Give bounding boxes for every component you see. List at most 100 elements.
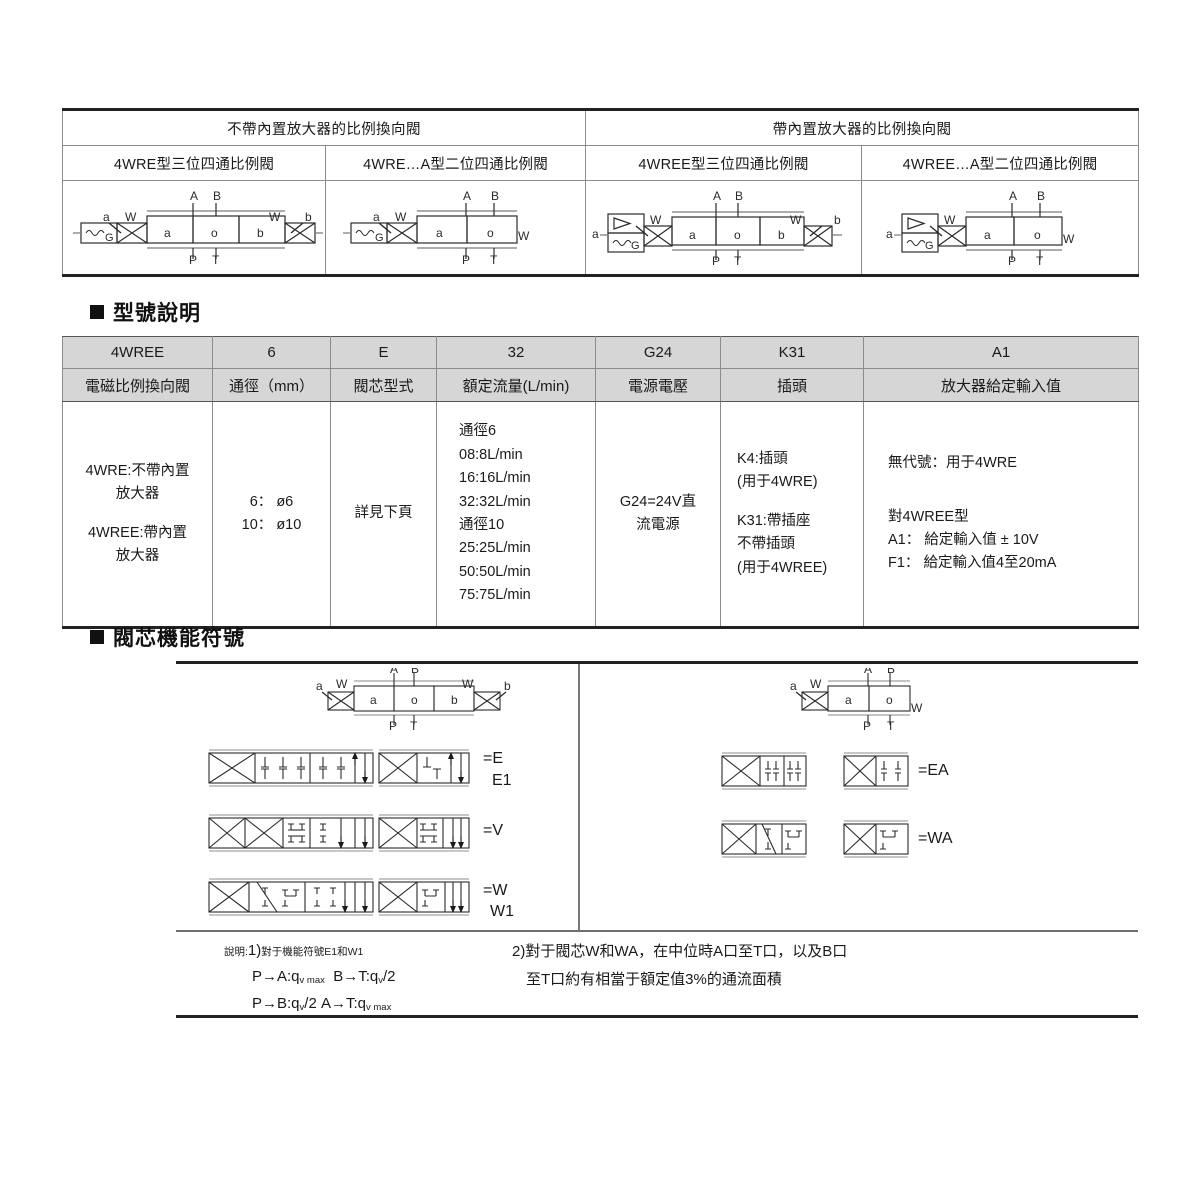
coil-label-a: a bbox=[886, 227, 893, 241]
spacer bbox=[888, 476, 1137, 491]
section-heading-model-code: 型號說明 bbox=[90, 297, 201, 327]
symbol-cell-4wre-a-2pos: A B P T a o a G W W bbox=[324, 180, 587, 277]
port-label-T: T bbox=[212, 253, 220, 267]
overview-table: 不帶內置放大器的比例換向閥 帶內置放大器的比例換向閥 4WRE型三位四通比例閥 … bbox=[61, 108, 1140, 277]
spool-diagram-E-3pos bbox=[205, 747, 377, 794]
symbol-cell-4wree-3pos: A B P T a o b a b G W W bbox=[585, 180, 863, 277]
voltage-lines: G24=24V直 流電源 bbox=[597, 491, 719, 538]
symbol-cell-4wre-3pos: A B P T a o b a b G W W bbox=[62, 180, 326, 277]
coil-label-b: b bbox=[834, 213, 841, 227]
spool-pos-o: o bbox=[411, 693, 418, 707]
spool-code-EA: =EA bbox=[918, 762, 949, 779]
flow-pb-label: P→B:q bbox=[252, 994, 300, 1012]
port-label-B: B bbox=[735, 189, 743, 203]
col-header-4wree-a-2pos: 4WREE…A型二位四通比例閥 bbox=[861, 145, 1140, 181]
model-detail-row: 4WRE:不帶內置 放大器 4WREE:帶內置 放大器 6： ø6 10： ø1… bbox=[62, 401, 1139, 629]
spool-graphic-WA-2pos bbox=[721, 820, 807, 858]
plug-line-5: (用于4WREE) bbox=[737, 559, 828, 576]
valve-type-line-0: 4WRE:不帶內置 bbox=[85, 462, 190, 479]
input-line-2: 對4WREE型 bbox=[888, 508, 969, 525]
port-label-B: B bbox=[491, 189, 499, 203]
detail-input: 無代號：用于4WRE 對4WREE型 A1： 給定輸入值 ± 10V F1： 給… bbox=[863, 401, 1139, 629]
spool-header-symbol-2pos: A B P T a o a W W bbox=[790, 662, 935, 739]
port-label-P: P bbox=[462, 253, 470, 267]
bullet-square-icon bbox=[90, 630, 104, 644]
voltage-line-1: 流電源 bbox=[636, 517, 680, 533]
note-1-line-1: 說明:1)對于機能符號E1和W1 bbox=[224, 938, 554, 964]
solenoid-label-left: W bbox=[395, 210, 407, 224]
spool-pos-o: o bbox=[886, 693, 893, 707]
valve-type-line-1: 放大器 bbox=[115, 486, 160, 503]
model-meaning-row: 電磁比例換向閥 通徑（mm） 閥芯型式 額定流量(L/min) 電源電壓 插頭 … bbox=[62, 368, 1139, 402]
flow-line-7: 75:75L/min bbox=[459, 587, 531, 604]
hydraulic-symbol-4wree-a-2pos: A B P T a o a G W W bbox=[886, 189, 1075, 268]
input-line-3: A1： 給定輸入值 ± 10V bbox=[888, 532, 1039, 548]
flow-pb-sub: v bbox=[299, 1001, 305, 1013]
spool-graphic-V-2pos bbox=[378, 814, 470, 852]
flow-line-0: 通徑6 bbox=[459, 423, 497, 440]
spool-code-W: =W bbox=[483, 882, 508, 899]
port-label-A: A bbox=[864, 668, 872, 676]
note-1-line-2: P→A:qv max B→T:qv/2 bbox=[224, 964, 554, 990]
solenoid-label-right: W bbox=[790, 213, 802, 227]
overview-column-header-row: 4WRE型三位四通比例閥 4WRE…A型二位四通比例閥 4WREE型三位四通比例… bbox=[62, 145, 1140, 181]
solenoid-label-right: W bbox=[1063, 232, 1075, 246]
overview-symbol-row: A B P T a o b a b G W W bbox=[62, 180, 1140, 277]
valve-type-line-4: 放大器 bbox=[115, 547, 160, 564]
port-label-B: B bbox=[887, 668, 895, 676]
port-label-A: A bbox=[190, 189, 198, 203]
coil-label-a: a bbox=[592, 227, 599, 241]
coil-label-a: a bbox=[316, 679, 323, 693]
detail-size: 6： ø6 10： ø10 bbox=[212, 401, 331, 629]
plug-line-0: K4:插頭 bbox=[737, 450, 788, 467]
input-line-4: F1： 給定輸入值4至20mA bbox=[888, 555, 1057, 572]
solenoid-label-left: W bbox=[125, 210, 137, 224]
detail-voltage: G24=24V直 流電源 bbox=[595, 401, 721, 629]
coil-label-b: b bbox=[305, 210, 312, 224]
spool-graphic-V-3pos bbox=[208, 814, 374, 852]
plug-line-4: 不帶插頭 bbox=[737, 536, 795, 553]
spool-graphic-W-3pos bbox=[208, 878, 374, 916]
spacer bbox=[64, 507, 211, 522]
symbol-cell-4wree-a-2pos: A B P T a o a G W W bbox=[861, 180, 1140, 277]
spool-line-0: 詳見下頁 bbox=[354, 505, 413, 522]
note-1-number: 1) bbox=[247, 942, 262, 959]
spool-pos-a: a bbox=[436, 226, 443, 240]
spool-diagram-V-3pos bbox=[205, 812, 377, 859]
detail-valve-type: 4WRE:不帶內置 放大器 4WREE:帶內置 放大器 bbox=[62, 401, 213, 629]
spool-graphic-W-2pos bbox=[378, 878, 470, 916]
solenoid-label-left: W bbox=[944, 213, 956, 227]
flow-line-3: 32:32L/min bbox=[459, 493, 531, 510]
spool-pos-o: o bbox=[734, 228, 741, 242]
port-label-P: P bbox=[389, 719, 397, 733]
spool-pos-a: a bbox=[984, 228, 991, 242]
model-code-row: 4WREE 6 E 32 G24 K31 A1 bbox=[62, 336, 1139, 369]
hydraulic-symbol-4wre-a-2pos: A B P T a o a G W W bbox=[343, 189, 530, 267]
spring-label-G: G bbox=[631, 240, 640, 252]
spool-section-divider bbox=[578, 664, 580, 931]
model-table: 4WREE 6 E 32 G24 K31 A1 電磁比例換向閥 通徑（mm） 閥… bbox=[62, 336, 1139, 629]
detail-plug: K4:插頭 (用于4WRE) K31:帶插座 不帶插頭 (用于4WREE) bbox=[720, 401, 864, 629]
port-label-A: A bbox=[390, 668, 398, 676]
flow-lines: 通徑6 08:8L/min 16:16L/min 32:32L/min 通徑10… bbox=[459, 420, 594, 608]
code-cell-1: 6 bbox=[212, 336, 331, 369]
spring-label-G: G bbox=[375, 232, 384, 244]
meaning-cell-4: 電源電壓 bbox=[595, 368, 721, 402]
spool-section-bottom-rule bbox=[176, 930, 1138, 932]
spool-section-top-rule bbox=[176, 661, 1138, 664]
flow-bt-sub: v bbox=[378, 975, 383, 987]
flow-at-label: A→T:q bbox=[320, 994, 366, 1012]
spool-code-E: =E bbox=[483, 750, 504, 767]
spool-diagram-W-3pos bbox=[205, 876, 377, 923]
coil-label-a: a bbox=[103, 210, 110, 224]
code-cell-6: A1 bbox=[863, 336, 1139, 369]
spacer bbox=[737, 495, 862, 510]
flow-bt-tail: /2 bbox=[382, 968, 396, 986]
col-header-4wre-3pos: 4WRE型三位四通比例閥 bbox=[62, 145, 326, 181]
port-label-P: P bbox=[712, 254, 720, 268]
meaning-cell-6: 放大器給定輸入值 bbox=[863, 368, 1139, 402]
spacer bbox=[888, 491, 1137, 506]
bullet-square-icon bbox=[90, 305, 104, 319]
spool-pos-o: o bbox=[487, 226, 494, 240]
